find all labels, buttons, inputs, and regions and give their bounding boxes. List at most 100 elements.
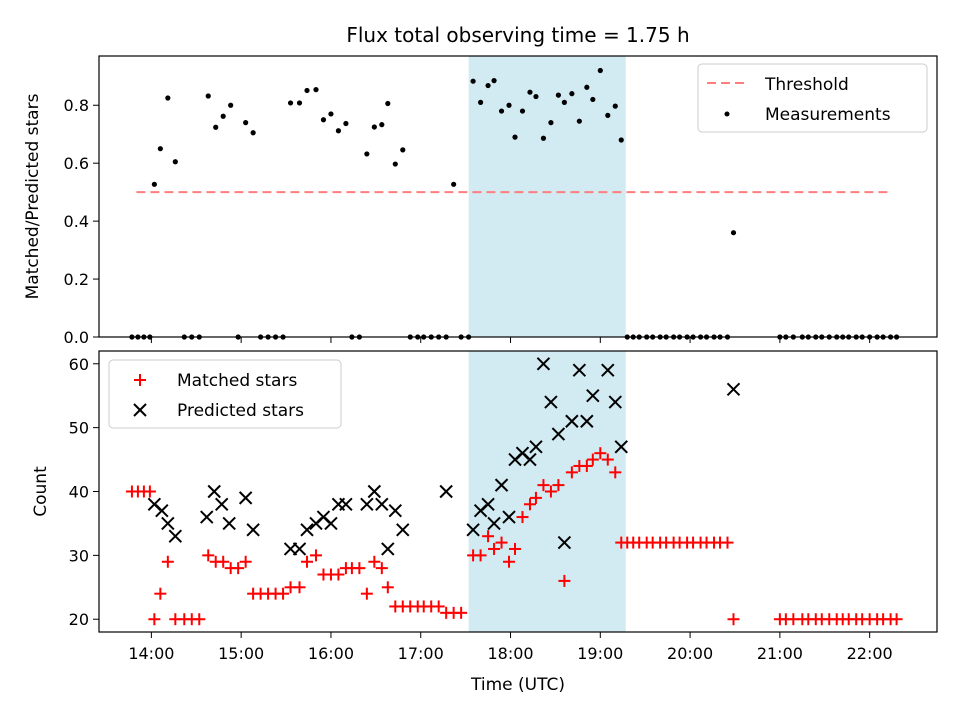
x-tick-label: 22:00	[847, 644, 893, 663]
matched-star-point	[301, 555, 314, 568]
legend-threshold-label: Threshold	[764, 75, 849, 95]
matched-star-point	[544, 485, 557, 498]
predicted-star-point	[396, 523, 410, 537]
predicted-star-point	[222, 516, 236, 531]
matched-star-point	[277, 587, 290, 600]
measurement-point	[590, 96, 596, 103]
predicted-star-point	[523, 452, 537, 467]
measurement-point	[243, 120, 249, 126]
measurement-point	[730, 230, 737, 236]
measurement-point	[287, 100, 294, 106]
top-x-ticks	[150, 337, 871, 343]
matched-star-point	[552, 479, 565, 492]
matched-star-point	[523, 498, 536, 511]
bottom-legend-box	[108, 359, 342, 429]
x-tick-label: 14:00	[128, 644, 174, 663]
predicted-star-point	[439, 484, 453, 499]
measurement-point	[343, 120, 349, 127]
measurement-point	[470, 78, 476, 84]
matched-star-point	[360, 587, 373, 600]
measurement-point	[498, 108, 505, 114]
legend-matched-swatch	[134, 374, 146, 386]
measurement-point	[612, 103, 618, 109]
top-legend-box	[697, 63, 928, 133]
predicted-star-point	[726, 382, 741, 397]
predicted-star-point	[246, 523, 260, 537]
top-legend: Threshold Measurements	[697, 63, 928, 133]
measurement-point	[364, 151, 370, 157]
y-tick-label: 50	[69, 419, 89, 438]
matched-star-point	[202, 549, 215, 562]
x-tick-label: 19:00	[577, 644, 623, 663]
predicted-star-point	[544, 395, 558, 409]
predicted-star-point	[565, 414, 579, 428]
measurement-point	[392, 161, 398, 167]
predicted-star-point	[300, 523, 314, 537]
bottom-panel-counts: 20 30 40 50 60 14:00 15:00 16:00 17:00 18:00 19:0…	[31, 350, 938, 663]
predicted-star-point	[608, 395, 622, 409]
legend-matched-label: Matched stars	[177, 371, 297, 391]
x-tick-label: 17:00	[398, 644, 444, 663]
matched-star-point	[381, 581, 394, 594]
measurement-point	[597, 67, 603, 74]
measurement-point	[561, 99, 567, 105]
matched-star-point	[432, 600, 445, 613]
matched-star-point	[727, 613, 740, 626]
matched-star-point	[143, 485, 156, 498]
matched-star-point	[586, 453, 599, 466]
measurement-point	[165, 95, 171, 101]
predicted-star-point	[207, 484, 221, 499]
matched-star-point	[217, 555, 230, 568]
measurement-point	[220, 113, 226, 119]
matched-star-point	[332, 568, 345, 581]
measurement-point	[304, 87, 310, 94]
predicted-star-point	[388, 503, 402, 518]
y-tick-label: 40	[69, 483, 89, 502]
measurement-point	[605, 112, 611, 118]
matched-star-point	[565, 466, 578, 479]
measurement-point	[618, 137, 624, 143]
matched-star-point	[474, 549, 487, 562]
matched-star-point	[537, 479, 550, 492]
predicted-star-point	[292, 542, 307, 556]
y-tick-label: 0.4	[64, 212, 89, 231]
measurement-point	[296, 100, 303, 106]
predicted-star-point	[200, 510, 214, 524]
predicted-star-point	[502, 510, 516, 524]
measurement-point	[371, 124, 377, 130]
measurement-point	[451, 181, 457, 187]
matched-star-point	[890, 613, 903, 626]
measurement-point	[527, 89, 533, 95]
matched-star-point	[509, 542, 522, 555]
predicted-star-point	[529, 440, 543, 454]
predicted-star-point	[487, 516, 501, 531]
predicted-star-point	[360, 497, 374, 511]
measurement-point	[320, 117, 327, 123]
y-tick-label: 0.2	[64, 270, 89, 289]
top-y-axis-label: Matched/Predicted stars	[23, 93, 43, 299]
predicted-star-point	[481, 497, 495, 511]
count-points	[125, 357, 903, 626]
y-tick-label: 20	[69, 610, 89, 629]
bottom-x-ticks: 14:00 15:00 16:00 17:00 18:00 19:00 20:00 21:00…	[128, 632, 893, 663]
predicted-star-point	[155, 503, 169, 518]
measurement-point	[485, 82, 491, 89]
measurement-point	[491, 78, 497, 84]
legend-predicted-label: Predicted stars	[177, 401, 304, 421]
top-y-ticks: 0.0 0.2 0.4 0.6 0.8	[64, 96, 99, 347]
top-axes-frame	[98, 55, 938, 338]
matched-star-point	[721, 536, 734, 549]
x-axis-label: Time (UTC)	[470, 675, 565, 695]
matched-star-point	[503, 555, 516, 568]
y-tick-label: 0.6	[64, 154, 89, 173]
predicted-star-point	[324, 516, 338, 531]
matched-star-point	[368, 555, 381, 568]
matched-star-point	[558, 574, 571, 587]
matched-star-point	[193, 613, 206, 626]
bottom-legend: Matched stars Predicted stars	[108, 359, 342, 429]
legend-measurements-swatch	[724, 111, 730, 117]
predicted-star-point	[614, 440, 628, 454]
predicted-star-point	[168, 529, 183, 543]
